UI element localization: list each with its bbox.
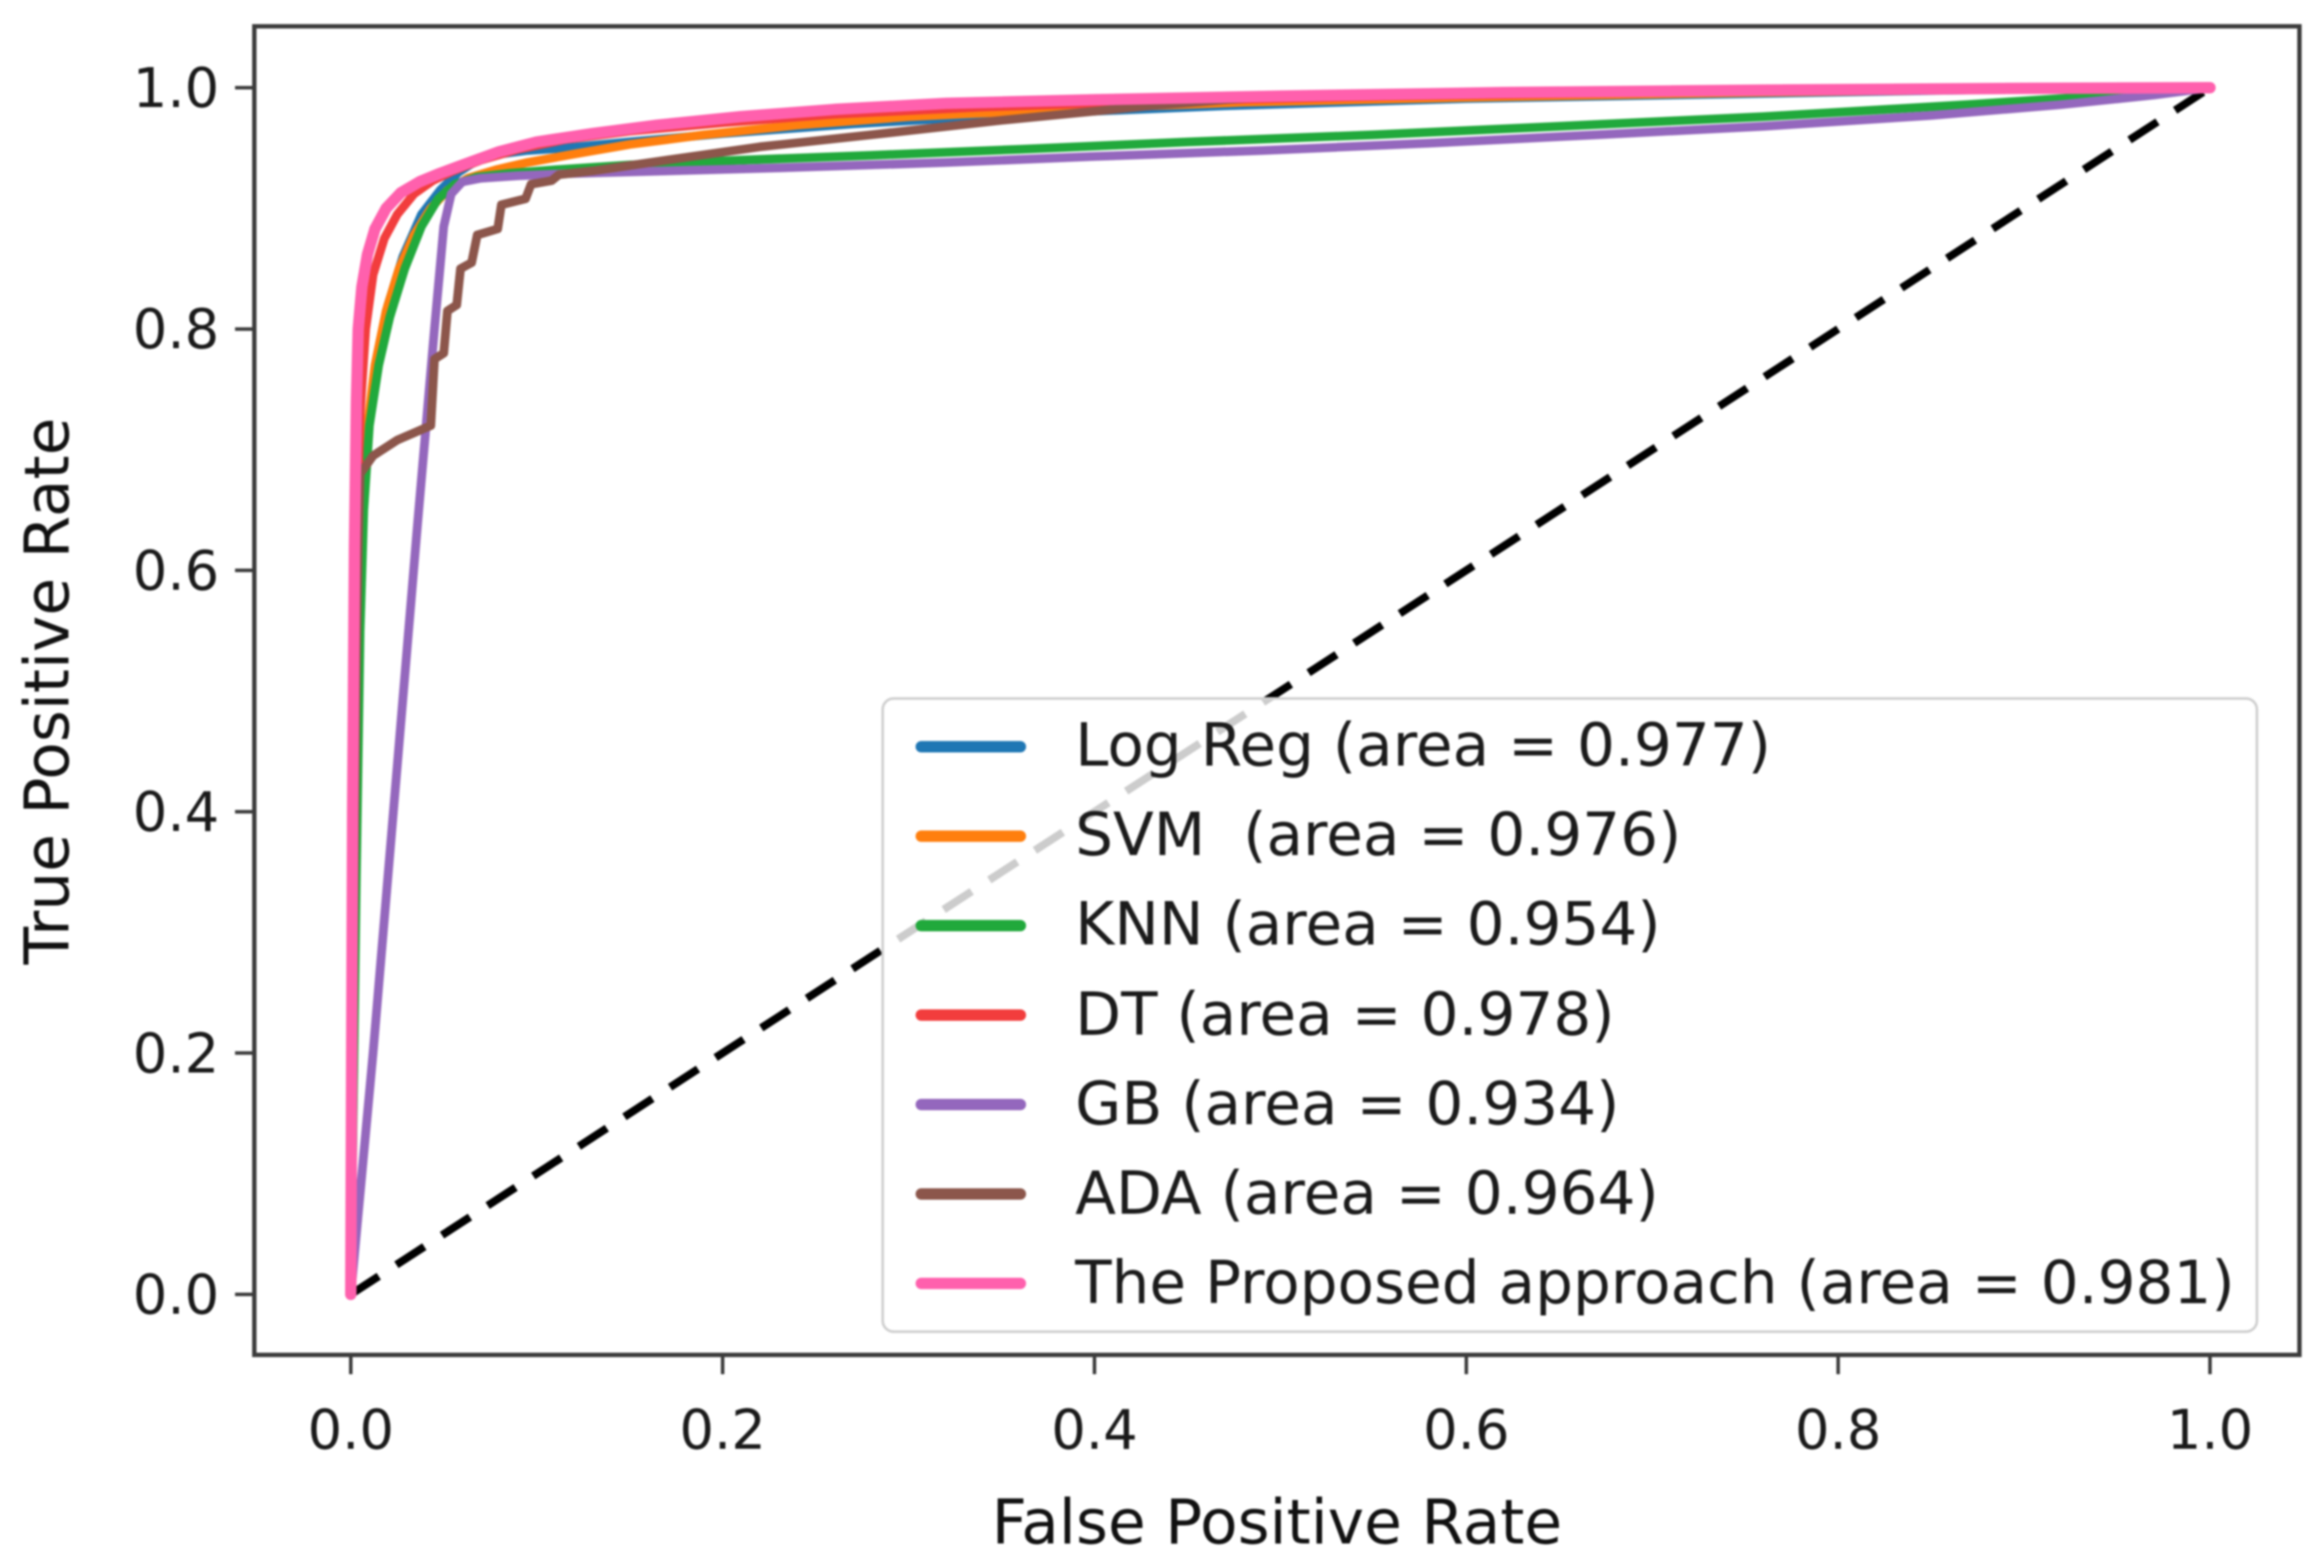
chance-diagonal-line — [348, 84, 2213, 1298]
y-axis-ticks: 0.0 0.2 0.4 0.6 0.8 1.0 — [132, 56, 254, 1327]
legend-swatch-icon — [916, 830, 1026, 842]
plot-border — [252, 24, 2302, 1358]
x-axis-label: False Positive Rate — [992, 1486, 1563, 1558]
y-tick-label: 0.4 — [132, 780, 219, 845]
y-tick-label: 0.0 — [132, 1263, 219, 1327]
y-tick-label: 1.0 — [132, 56, 219, 120]
y-tick-label: 0.2 — [132, 1022, 219, 1086]
legend-item-knn: KNN (area = 0.954) — [884, 882, 2256, 968]
y-tick-label: 0.8 — [132, 297, 219, 361]
legend-swatch-icon — [916, 1009, 1026, 1021]
y-axis-label: True Positive Rate — [11, 417, 83, 966]
legend-item-ada: ADA (area = 0.964) — [884, 1151, 2256, 1237]
legend-item-svm: SVM (area = 0.976) — [884, 793, 2256, 879]
x-tick-label: 0.0 — [308, 1398, 395, 1462]
legend-label: The Proposed approach (area = 0.981) — [1075, 1248, 2235, 1318]
legend-label: Log Reg (area = 0.977) — [1075, 711, 1772, 781]
legend-box: Log Reg (area = 0.977) SVM (area = 0.976)… — [881, 697, 2258, 1333]
legend-swatch-icon — [916, 1278, 1026, 1290]
roc-curves — [345, 82, 2216, 1301]
legend-swatch-icon — [916, 1188, 1026, 1201]
legend-swatch-icon — [916, 740, 1026, 752]
x-tick-label: 1.0 — [2167, 1398, 2254, 1462]
legend-item-dt: DT (area = 0.978) — [884, 973, 2256, 1058]
legend-label: KNN (area = 0.954) — [1075, 890, 1661, 960]
legend-label: DT (area = 0.978) — [1075, 980, 1615, 1050]
legend-item-the-proposed-approach: The Proposed approach (area = 0.981) — [884, 1241, 2256, 1327]
chance-diagonal — [348, 84, 2213, 1298]
legend-swatch-icon — [916, 919, 1026, 931]
legend-label: SVM (area = 0.976) — [1075, 801, 1682, 871]
y-tick-label: 0.6 — [132, 538, 219, 602]
legend-label: ADA (area = 0.964) — [1075, 1158, 1659, 1229]
x-tick-label: 0.8 — [1795, 1398, 1882, 1462]
legend-label: GB (area = 0.934) — [1075, 1069, 1620, 1139]
x-tick-label: 0.4 — [1052, 1398, 1138, 1462]
legend-item-gb: GB (area = 0.934) — [884, 1062, 2256, 1148]
legend-item-log-reg: Log Reg (area = 0.977) — [884, 703, 2256, 789]
x-tick-label: 0.6 — [1423, 1398, 1510, 1462]
legend-swatch-icon — [916, 1099, 1026, 1111]
x-axis-ticks: 0.0 0.2 0.4 0.6 0.8 1.0 — [308, 1355, 2254, 1462]
roc-curve-the-proposed-approach — [345, 82, 2216, 1301]
x-tick-label: 0.2 — [680, 1398, 766, 1462]
plot-area: 0.0 0.2 0.4 0.6 0.8 1.0 0.0 0.2 0.4 0.6 0.8 1.0 — [132, 24, 2302, 1462]
